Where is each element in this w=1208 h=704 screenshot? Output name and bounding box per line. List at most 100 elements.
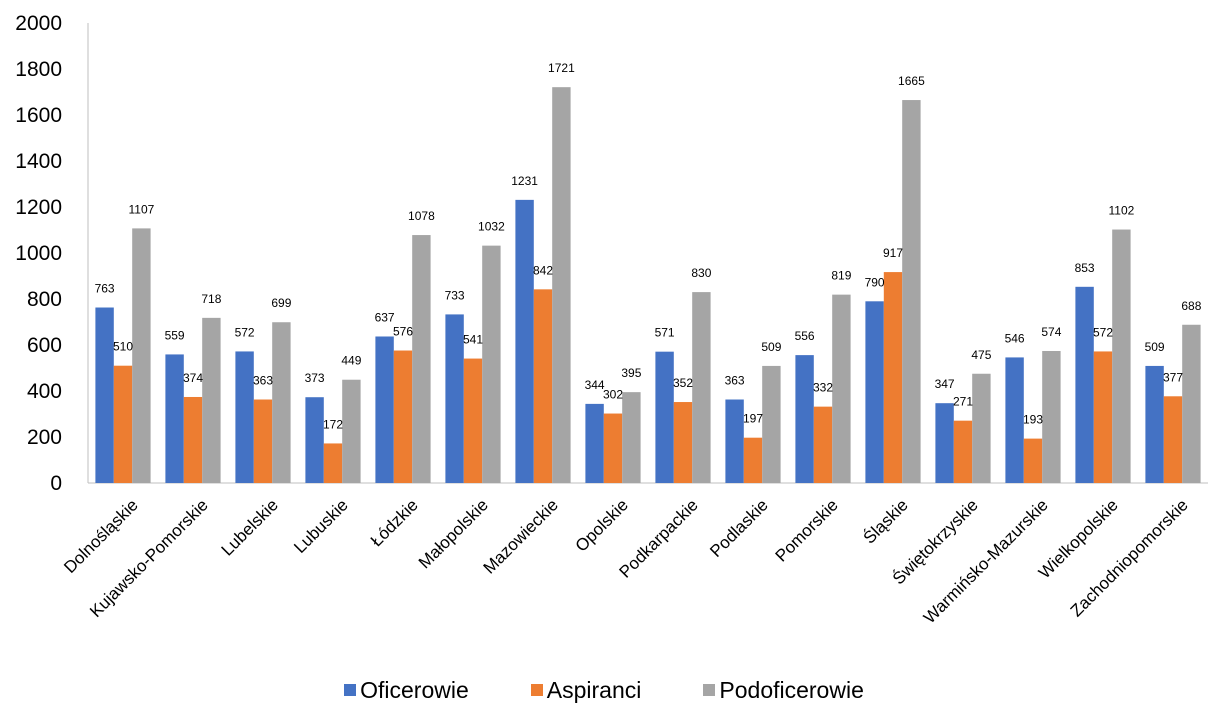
data-label: 790 (865, 275, 885, 289)
bar-aspiranci[interactable] (463, 358, 483, 483)
data-label: 344 (585, 378, 605, 392)
data-label: 363 (253, 374, 273, 388)
bar-oficerowie[interactable] (515, 199, 534, 483)
bar-oficerowie[interactable] (725, 399, 744, 483)
bar-oficerowie[interactable] (165, 354, 184, 483)
bar-aspiranci[interactable] (323, 443, 343, 483)
bar-podoficerowie[interactable] (622, 392, 641, 483)
bar-aspiranci[interactable] (813, 406, 833, 483)
bar-aspiranci[interactable] (883, 272, 903, 483)
bar-podoficerowie[interactable] (1112, 229, 1131, 483)
bar-oficerowie[interactable] (1145, 365, 1164, 483)
data-label: 576 (393, 325, 413, 339)
x-tick-label: Lubuskie (290, 495, 352, 557)
bar-podoficerowie[interactable] (272, 322, 291, 483)
bar-aspiranci[interactable] (183, 396, 203, 483)
data-label: 374 (183, 371, 203, 385)
bar-oficerowie[interactable] (795, 355, 814, 483)
y-tick-label: 1600 (15, 104, 62, 127)
bar-podoficerowie[interactable] (832, 294, 851, 483)
bar-aspiranci[interactable] (1023, 438, 1043, 483)
y-tick-label: 1000 (15, 242, 62, 265)
data-label: 1102 (1108, 204, 1134, 218)
bar-podoficerowie[interactable] (132, 228, 151, 483)
bars-group (95, 87, 1201, 484)
data-label: 347 (935, 377, 955, 391)
bar-podoficerowie[interactable] (412, 235, 431, 483)
bar-oficerowie[interactable] (445, 314, 464, 483)
bar-oficerowie[interactable] (375, 336, 394, 483)
data-label: 373 (305, 371, 325, 385)
bar-podoficerowie[interactable] (1042, 350, 1061, 483)
data-label: 853 (1075, 261, 1095, 275)
bar-oficerowie[interactable] (585, 403, 604, 483)
data-label: 197 (743, 412, 763, 426)
x-tick-label: Warmińsko-Mazurskie (920, 495, 1052, 627)
data-label: 572 (1093, 325, 1113, 339)
bar-oficerowie[interactable] (655, 351, 674, 483)
bar-aspiranci[interactable] (673, 402, 693, 483)
legend-label-podoficerowie: Podoficerowie (719, 676, 864, 703)
bar-podoficerowie[interactable] (482, 245, 501, 483)
bar-podoficerowie[interactable] (1182, 324, 1201, 483)
bar-podoficerowie[interactable] (552, 87, 571, 484)
bar-oficerowie[interactable] (235, 351, 254, 483)
bar-aspiranci[interactable] (393, 350, 413, 483)
bar-aspiranci[interactable] (1163, 396, 1183, 483)
y-tick-label: 1400 (15, 150, 62, 173)
data-label: 556 (795, 329, 815, 343)
bar-podoficerowie[interactable] (902, 100, 921, 484)
bar-podoficerowie[interactable] (972, 373, 991, 483)
bar-podoficerowie[interactable] (342, 379, 361, 483)
data-label: 475 (971, 348, 991, 362)
data-label: 332 (813, 381, 833, 395)
bar-oficerowie[interactable] (865, 301, 884, 483)
data-label: 842 (533, 263, 553, 277)
data-label: 352 (673, 376, 693, 390)
data-label: 559 (165, 328, 185, 342)
y-axis-ticks: 0 200 400 600 800 1000 1200 1400 1600 1800 2000 (15, 12, 62, 495)
x-tick-label: Kujawsko-Pomorskie (86, 495, 212, 621)
data-label: 509 (761, 340, 781, 354)
bar-aspiranci[interactable] (1093, 351, 1113, 483)
data-label: 510 (113, 340, 133, 354)
data-label: 763 (95, 282, 115, 296)
bar-aspiranci[interactable] (603, 413, 623, 483)
data-label: 718 (201, 292, 221, 306)
legend-swatch-podoficerowie (703, 684, 716, 696)
bar-aspiranci[interactable] (743, 437, 763, 483)
data-label: 699 (271, 296, 291, 310)
data-label: 193 (1023, 413, 1043, 427)
data-label: 1032 (478, 220, 505, 234)
data-label: 1721 (548, 61, 575, 75)
bar-oficerowie[interactable] (305, 397, 324, 483)
bar-podoficerowie[interactable] (762, 365, 781, 483)
y-tick-label: 200 (27, 426, 62, 449)
y-tick-label: 400 (27, 380, 62, 403)
legend-label-aspiranci: Aspiranci (546, 676, 642, 703)
bar-aspiranci[interactable] (533, 289, 553, 483)
legend-item-oficerowie[interactable]: Oficerowie (344, 677, 469, 704)
x-tick-label: Podlaskie (706, 495, 772, 561)
bar-aspiranci[interactable] (113, 365, 133, 483)
data-label: 449 (341, 354, 361, 368)
y-tick-label: 800 (27, 288, 62, 311)
data-label: 637 (375, 310, 395, 324)
bar-oficerowie[interactable] (1075, 286, 1094, 483)
bar-oficerowie[interactable] (1005, 357, 1024, 483)
data-label: 1231 (511, 174, 538, 188)
bar-aspiranci[interactable] (253, 399, 273, 483)
legend-item-podoficerowie[interactable]: Podoficerowie (703, 676, 864, 704)
bar-oficerowie[interactable] (95, 307, 114, 483)
data-label: 917 (883, 246, 903, 260)
y-tick-label: 1800 (15, 58, 62, 81)
bar-oficerowie[interactable] (935, 403, 954, 483)
bar-podoficerowie[interactable] (692, 292, 711, 483)
legend-swatch-oficerowie (344, 684, 357, 696)
bar-aspiranci[interactable] (953, 420, 973, 483)
bar-podoficerowie[interactable] (202, 317, 221, 483)
data-label: 302 (603, 388, 623, 402)
data-labels-group: 763 510 1107 559 374 718 572 363 699 373 172 449 637… (95, 61, 1202, 431)
legend-item-aspiranci[interactable]: Aspiranci (530, 676, 642, 704)
